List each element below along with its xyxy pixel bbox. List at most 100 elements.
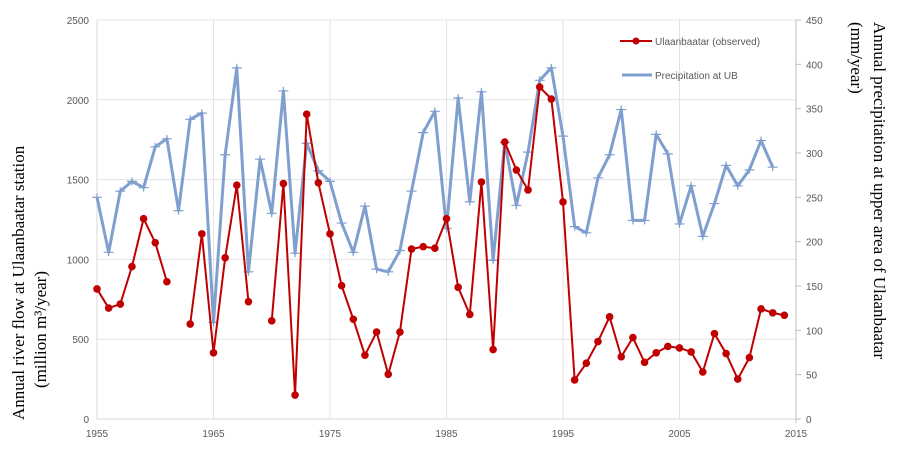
data-point	[629, 333, 637, 342]
data-point	[209, 348, 218, 357]
data-point	[151, 238, 160, 247]
series-precipitation	[92, 63, 778, 327]
data-point	[464, 197, 475, 206]
data-point	[406, 187, 417, 196]
data-point	[150, 142, 161, 151]
data-point	[581, 228, 592, 237]
data-point	[231, 63, 242, 72]
data-point	[266, 209, 277, 218]
data-point	[126, 177, 137, 186]
grid	[97, 19, 796, 419]
data-point	[128, 262, 136, 271]
data-point	[394, 246, 405, 255]
data-point	[313, 166, 324, 175]
right-axis-title: Annual precipitation at upper area of Ul…	[870, 22, 889, 359]
data-point	[697, 232, 708, 241]
data-point	[664, 342, 672, 351]
data-point	[359, 202, 370, 211]
data-point	[429, 107, 440, 116]
data-point	[407, 245, 416, 253]
data-point	[675, 344, 684, 352]
series-line	[189, 184, 250, 354]
left-axis-unit: (million m³/year)	[31, 271, 50, 388]
data-point	[594, 337, 602, 346]
data-point	[349, 315, 358, 324]
x-tick-label: 1955	[86, 429, 109, 440]
data-point	[756, 136, 767, 145]
data-point	[431, 244, 439, 253]
x-tick-label: 2015	[785, 429, 808, 440]
y2-tick-label: 350	[806, 105, 823, 116]
data-point	[255, 155, 266, 164]
data-point	[384, 370, 393, 379]
y2-tick-label: 0	[806, 415, 812, 426]
y2-tick-label: 50	[806, 371, 818, 382]
data-point	[767, 163, 778, 172]
data-point	[592, 173, 603, 182]
y-tick-label: 2500	[67, 16, 90, 27]
data-point	[640, 358, 649, 367]
y2-tick-label: 150	[806, 282, 823, 293]
data-point	[535, 83, 544, 91]
x-tick-label: 1995	[552, 429, 575, 440]
data-point	[371, 265, 382, 274]
y-tick-label: 2000	[67, 96, 90, 107]
data-point	[709, 199, 720, 208]
data-point	[662, 149, 673, 158]
data-point	[185, 115, 196, 124]
data-point	[674, 219, 685, 228]
data-point	[325, 177, 335, 186]
data-point	[244, 297, 253, 306]
data-point	[757, 305, 765, 313]
data-point	[442, 214, 451, 223]
data-point	[116, 300, 125, 308]
data-point	[512, 166, 521, 174]
data-point	[198, 230, 206, 238]
data-point	[278, 86, 289, 95]
y2-tick-label: 100	[806, 326, 823, 337]
data-point	[173, 206, 184, 215]
data-point	[301, 139, 312, 148]
data-point	[453, 94, 464, 103]
y-tick-label: 1000	[67, 255, 90, 266]
data-point	[302, 110, 311, 118]
data-point	[582, 359, 591, 367]
data-point	[103, 248, 114, 257]
series-observed-flow	[93, 83, 789, 399]
data-point	[721, 161, 732, 170]
data-point	[627, 216, 638, 225]
data-point	[419, 242, 428, 251]
data-point	[92, 193, 102, 202]
data-point	[616, 105, 627, 114]
data-point	[605, 313, 614, 321]
data-point	[220, 150, 231, 159]
data-point	[511, 201, 522, 210]
data-point	[104, 304, 113, 312]
x-tick-label: 1985	[435, 429, 458, 440]
data-point	[639, 216, 650, 225]
data-point	[221, 254, 229, 262]
data-point	[161, 134, 172, 143]
data-point	[488, 256, 499, 265]
data-point	[768, 309, 777, 317]
y2-tick-label: 450	[806, 16, 823, 27]
data-point	[652, 348, 660, 357]
data-point	[604, 150, 615, 159]
x-tick-label: 1965	[202, 429, 225, 440]
data-point	[337, 281, 346, 290]
data-point	[524, 186, 532, 194]
y2-tick-label: 400	[806, 60, 823, 71]
legend-label-precipitation: Precipitation at UB	[655, 71, 738, 82]
data-point	[699, 368, 707, 376]
x-tick-label: 2005	[668, 429, 691, 440]
data-point	[617, 352, 626, 361]
data-point	[500, 138, 509, 146]
legend: Ulaanbaatar (observed) Precipitation at …	[620, 37, 760, 82]
data-point	[570, 376, 579, 384]
x-tick-label: 1975	[319, 429, 342, 440]
y2-tick-label: 200	[806, 238, 823, 249]
data-point	[558, 132, 568, 141]
data-point	[396, 328, 404, 336]
